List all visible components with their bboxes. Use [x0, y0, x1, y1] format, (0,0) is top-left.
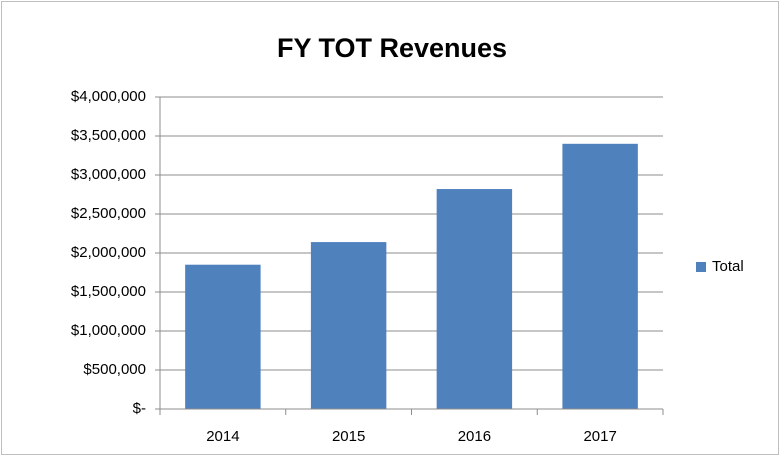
x-tick-label: 2017 — [583, 428, 616, 445]
y-tick-label: $3,000,000 — [71, 166, 146, 183]
y-tick-label: $1,500,000 — [71, 283, 146, 300]
legend-swatch — [696, 262, 706, 272]
x-tick-label: 2016 — [458, 428, 491, 445]
bar — [185, 264, 261, 409]
bar — [562, 143, 638, 410]
y-tick-label: $2,500,000 — [71, 205, 146, 222]
legend-label: Total — [712, 258, 744, 275]
y-tick-label: $3,500,000 — [71, 127, 146, 144]
chart-title: FY TOT Revenues — [277, 33, 507, 63]
bar — [436, 189, 513, 409]
y-tick-label: $2,000,000 — [71, 244, 146, 261]
y-tick-label: $4,000,000 — [71, 88, 146, 105]
x-tick-label: 2014 — [206, 428, 239, 445]
y-tick-label: $- — [133, 400, 146, 417]
y-tick-label: $1,000,000 — [71, 322, 146, 339]
x-tick-label: 2015 — [332, 428, 365, 445]
bar — [310, 242, 387, 409]
y-tick-label: $500,000 — [83, 361, 146, 378]
